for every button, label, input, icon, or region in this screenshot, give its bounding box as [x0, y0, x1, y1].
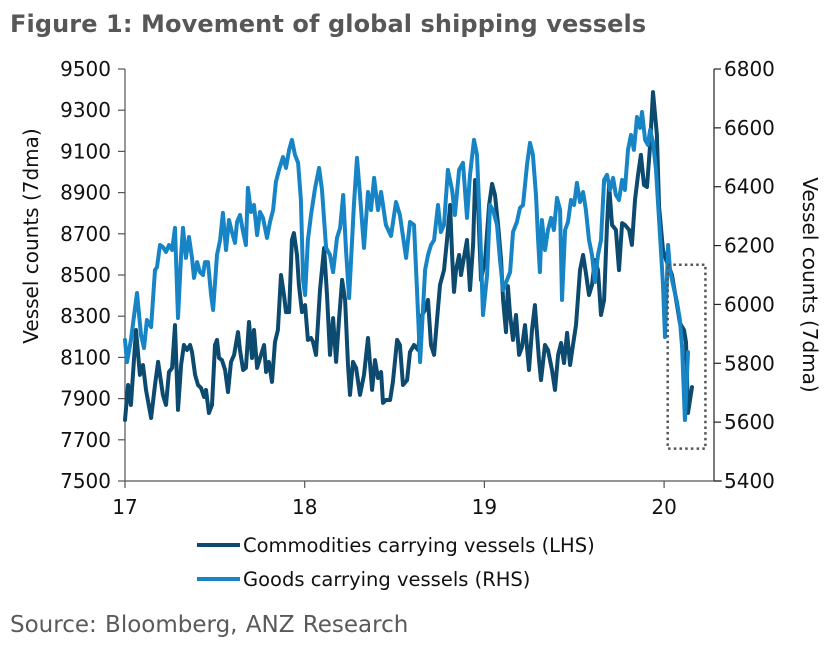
commodities-series-line [123, 90, 694, 422]
legend-label: Commodities carrying vessels (LHS) [243, 534, 595, 557]
left-tick-label: 8100 [60, 345, 111, 369]
legend-label: Goods carrying vessels (RHS) [243, 568, 530, 591]
right-tick-label: 5800 [724, 351, 775, 375]
right-tick-label: 5600 [724, 410, 775, 434]
right-tick-label: 6000 [724, 292, 775, 316]
right-tick-label: 6600 [724, 116, 775, 140]
left-axis-title: Vessel counts (7dma) [19, 128, 43, 343]
left-tick-label: 7700 [60, 428, 111, 452]
axes: 7500 7700 7900 8100 8300 8500 8700 8900 9100 9300… [60, 57, 775, 519]
x-tick-label: 17 [112, 495, 137, 519]
series-layer [123, 90, 694, 423]
x-tick-label: 20 [651, 495, 676, 519]
left-tick-label: 8900 [60, 181, 111, 205]
legend: Commodities carrying vessels (LHS) Goods … [197, 534, 595, 591]
left-tick-label: 8300 [60, 304, 111, 328]
highlight-dotted-box [666, 263, 707, 450]
left-tick-label: 9100 [60, 139, 111, 163]
annotation-layer [666, 263, 707, 450]
source-note: Source: Bloomberg, ANZ Research [10, 612, 409, 638]
figure-title: Figure 1: Movement of global shipping ve… [10, 10, 647, 38]
goods-series-line [123, 110, 690, 423]
right-tick-label: 6400 [724, 175, 775, 199]
left-tick-label: 7500 [60, 469, 111, 493]
x-tick-label: 19 [472, 495, 497, 519]
right-axis-title: Vessel counts (7dma) [798, 177, 822, 392]
left-tick-label: 9300 [60, 98, 111, 122]
left-tick-label: 9500 [60, 57, 111, 81]
left-tick-label: 8500 [60, 263, 111, 287]
x-tick-label: 18 [292, 495, 317, 519]
right-tick-label: 6200 [724, 234, 775, 258]
right-tick-label: 5400 [724, 469, 775, 493]
left-tick-label: 8700 [60, 222, 111, 246]
left-tick-label: 7900 [60, 387, 111, 411]
right-tick-label: 6800 [724, 57, 775, 81]
